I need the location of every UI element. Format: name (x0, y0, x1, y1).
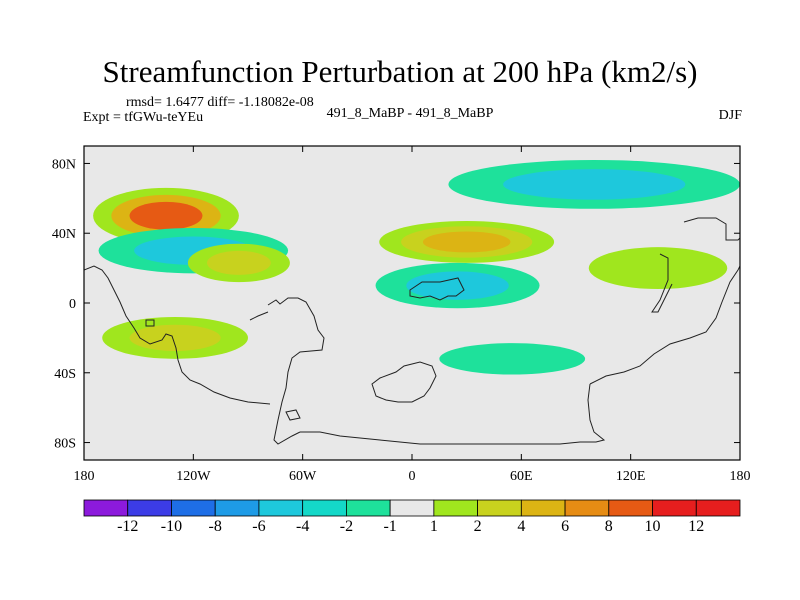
high-latitude-negative-level--2 (503, 169, 686, 200)
colorbar-label: 6 (561, 518, 569, 535)
colorbar-swatch (258, 499, 304, 517)
colorbar: -12 -10 -8 -6 -4 -2 -1 1 2 4 6 8 10 12 (83, 499, 741, 535)
colorbar-label: 2 (474, 518, 482, 535)
rmsd-diff-label: rmsd= 1.6477 diff= -1.18082e-08 (126, 95, 314, 110)
colorbar-swatch (520, 499, 566, 517)
x-tick-label: 120W (176, 469, 211, 484)
colorbar-swatch (214, 499, 260, 517)
coastlines (84, 217, 740, 445)
colorbar-label: 10 (645, 518, 661, 535)
colorbar-swatch (477, 499, 522, 517)
tropical-africa-negative-level--2 (406, 271, 509, 300)
north-america-west-coastline (84, 265, 271, 405)
colorbar-label: -8 (209, 518, 222, 535)
colorbar-label: 4 (517, 518, 525, 535)
y-tick-label: 80N (52, 157, 76, 172)
colorbar-swatch (652, 499, 697, 517)
case-label: 491_8_MaBP - 491_8_MaBP (326, 106, 494, 121)
west-pacific-positive-level-2 (588, 247, 728, 290)
north-pacific-positive-level-8 (129, 201, 203, 230)
y-tick-label: 40S (54, 367, 76, 382)
central-america-coastline (249, 311, 269, 321)
colorbar-label: -4 (296, 518, 309, 535)
maritime-continent-coastline (651, 253, 673, 313)
south-pacific-positive-level-4 (129, 324, 221, 351)
y-axis: 80N 40N 0 40S 80S (52, 157, 740, 452)
colorbar-label: 1 (430, 518, 438, 535)
australia-coastline (589, 265, 740, 385)
x-tick-label: 180 (74, 469, 95, 484)
x-tick-label: 180 (730, 469, 751, 484)
atlantic-africa-positive-level-6 (422, 231, 511, 253)
colorbar-label: -2 (340, 518, 353, 535)
colorbar-label: -10 (161, 518, 182, 535)
y-tick-label: 0 (69, 297, 76, 312)
southern-africa-coastline (371, 361, 437, 403)
colorbar-swatch (83, 499, 129, 517)
x-tick-label: 120E (616, 469, 646, 484)
island-coastline-2 (285, 409, 301, 421)
experiment-label: Expt = tfGWu-teYEu (83, 110, 204, 125)
colorbar-label: -6 (252, 518, 265, 535)
x-tick-label: 0 (409, 469, 416, 484)
colorbar-label: 8 (605, 518, 613, 535)
colorbar-swatch (389, 499, 435, 517)
island-coastline (145, 319, 155, 327)
colorbar-swatch (433, 499, 479, 517)
colorbar-swatch (127, 499, 172, 517)
chart-title: Streamfunction Perturbation at 200 hPa (… (102, 54, 698, 89)
africa-coastline (409, 277, 465, 301)
subtropical-east-pacific-positive-level-4 (207, 250, 271, 275)
colorbar-swatch (302, 499, 347, 517)
east-asia-coastline (683, 217, 740, 241)
colorbar-swatch (345, 499, 391, 517)
y-tick-label: 40N (52, 227, 76, 242)
colorbar-swatch (171, 499, 216, 517)
x-tick-label: 60E (510, 469, 533, 484)
colorbar-label: -1 (383, 518, 396, 535)
colorbar-swatch (564, 499, 610, 517)
colorbar-swatch (695, 499, 741, 517)
colorbar-label: -12 (117, 518, 138, 535)
southern-ocean-negative-level--1 (439, 343, 586, 375)
y-tick-label: 80S (54, 437, 76, 452)
season-label: DJF (718, 108, 742, 123)
australia-south-coastline (300, 383, 606, 445)
x-tick-label: 60W (289, 469, 317, 484)
colorbar-label: 12 (688, 518, 704, 535)
x-axis: 180 120W 60W 0 60E 120E 180 (74, 146, 751, 484)
south-america-coastline (267, 297, 325, 445)
colorbar-swatch (608, 499, 653, 517)
